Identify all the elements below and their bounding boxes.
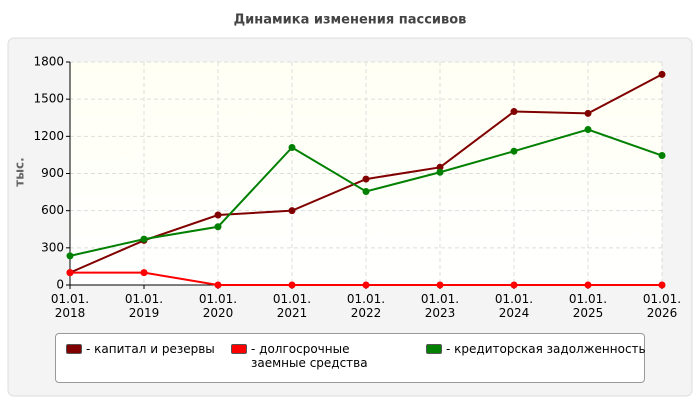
point bbox=[362, 175, 370, 183]
point bbox=[584, 281, 592, 289]
y-axis-label: тыс. bbox=[13, 157, 27, 186]
x-tick-label: 01.01. 2021 bbox=[272, 292, 312, 320]
y-tick-label: 1500 bbox=[33, 92, 64, 106]
point bbox=[140, 269, 148, 277]
x-tick-label: 01.01. 2023 bbox=[420, 292, 460, 320]
legend-item: - капитал и резервы bbox=[66, 342, 286, 356]
point bbox=[436, 168, 444, 176]
x-tick-label: 01.01. 2018 bbox=[50, 292, 90, 320]
x-tick-label: 01.01. 2019 bbox=[124, 292, 164, 320]
point bbox=[510, 281, 518, 289]
legend-label: - долгосрочные заемные средства bbox=[251, 342, 368, 370]
point bbox=[436, 281, 444, 289]
legend-label: - кредиторская задолженность bbox=[446, 342, 646, 356]
y-tick-label: 1200 bbox=[33, 129, 64, 143]
point bbox=[362, 187, 370, 195]
x-tick-label: 01.01. 2022 bbox=[346, 292, 386, 320]
legend-swatch bbox=[426, 344, 442, 354]
point bbox=[214, 281, 222, 289]
legend-label: - капитал и резервы bbox=[86, 342, 215, 356]
point bbox=[214, 211, 222, 219]
point bbox=[510, 147, 518, 155]
x-tick-label: 01.01. 2020 bbox=[198, 292, 238, 320]
x-tick-label: 01.01. 2026 bbox=[642, 292, 682, 320]
legend-item: - кредиторская задолженность bbox=[426, 342, 646, 356]
point bbox=[140, 235, 148, 243]
y-tick-label: 900 bbox=[41, 166, 64, 180]
point bbox=[214, 223, 222, 231]
legend-swatch bbox=[66, 344, 82, 354]
point bbox=[66, 252, 74, 260]
point bbox=[288, 143, 296, 151]
point bbox=[362, 281, 370, 289]
point bbox=[510, 108, 518, 116]
chart-title: Динамика изменения пассивов bbox=[234, 13, 467, 28]
y-tick-label: 600 bbox=[41, 203, 64, 217]
x-tick-label: 01.01. 2025 bbox=[568, 292, 608, 320]
point bbox=[66, 269, 74, 277]
point bbox=[658, 70, 666, 78]
point bbox=[436, 163, 444, 171]
point bbox=[584, 109, 592, 117]
y-tick-label: 1800 bbox=[33, 55, 64, 69]
point bbox=[658, 281, 666, 289]
point bbox=[288, 207, 296, 215]
x-tick-label: 01.01. 2024 bbox=[494, 292, 534, 320]
y-tick-label: 0 bbox=[56, 278, 64, 292]
point bbox=[658, 152, 666, 160]
y-tick-label: 300 bbox=[41, 240, 64, 254]
legend-swatch bbox=[231, 344, 247, 354]
point bbox=[288, 281, 296, 289]
legend: - капитал и резервы - долгосрочные заемны… bbox=[55, 333, 646, 383]
legend-item: - долгосрочные заемные средства bbox=[231, 342, 391, 370]
point bbox=[584, 126, 592, 134]
